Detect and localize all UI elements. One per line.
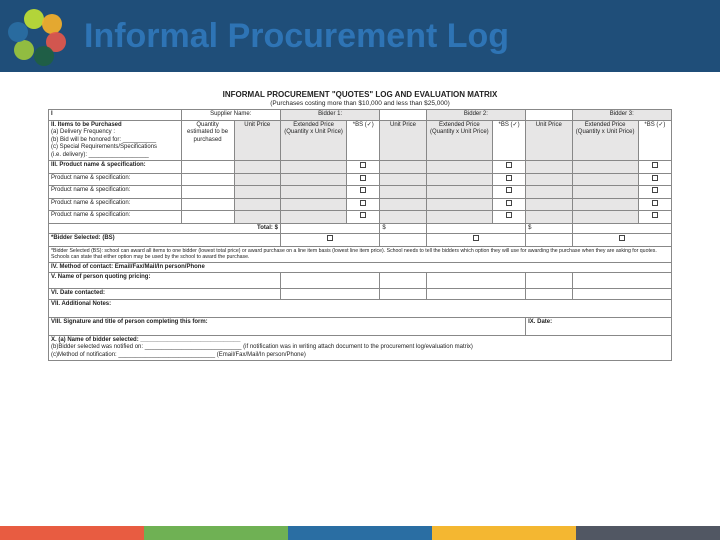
bidder-1: Bidder 1: (280, 110, 379, 121)
col-unit3: Unit Price (526, 120, 572, 161)
col-ext3: Extended Price (Quantity x Unit Price) (572, 120, 638, 161)
total-row: Total: $ $ $ (49, 223, 672, 234)
section-iv: IV. Method of contact: Email/Fax/Mail/In… (49, 262, 672, 273)
section-ii: II. Items to be Purchased (a) Delivery F… (49, 120, 182, 161)
main-table: I Supplier Name: Bidder 1: Bidder 2: Bid… (48, 109, 672, 361)
col-bs2: *BS (✓) (492, 120, 525, 161)
checkbox-icon (360, 200, 366, 206)
header-bar: Informal Procurement Log (0, 0, 720, 72)
checkbox-icon (360, 175, 366, 181)
footer-stripe (0, 526, 720, 540)
section-viii: VIII. Signature and title of person comp… (49, 317, 526, 335)
checkbox-icon (506, 187, 512, 193)
section-vi: VI. Date contacted: (49, 289, 281, 300)
checkbox-icon (360, 212, 366, 218)
checkbox-icon (506, 162, 512, 168)
bidder-3: Bidder 3: (572, 110, 672, 121)
table-row: Product name & specification: (49, 186, 672, 199)
page-title: Informal Procurement Log (84, 17, 509, 56)
checkbox-icon (506, 200, 512, 206)
col-ext2: Extended Price (Quantity x Unit Price) (426, 120, 492, 161)
col-qty: Quantity estimated to be purchased (181, 120, 234, 161)
bidder-2: Bidder 2: (426, 110, 525, 121)
section-v: V. Name of person quoting pricing: (49, 273, 281, 289)
checkbox-icon (652, 187, 658, 193)
document-area: INFORMAL PROCUREMENT "QUOTES" LOG AND EV… (0, 72, 720, 361)
bs-note: *Bidder Selected (BS): school can award … (49, 246, 672, 262)
section-ix: IX. Date: (526, 317, 672, 335)
bs-row: *Bidder Selected: (BS) (49, 234, 672, 247)
col-bs3: *BS (✓) (638, 120, 671, 161)
section-vii: VII. Additional Notes: (49, 299, 672, 317)
table-row: Product name & specification: (49, 173, 672, 186)
table-row: Product name & specification: (49, 211, 672, 224)
supplier-label: Supplier Name: (181, 110, 280, 121)
col-ext1: Extended Price (Quantity x Unit Price) (280, 120, 346, 161)
checkbox-icon (652, 162, 658, 168)
checkbox-icon (506, 175, 512, 181)
doc-subtitle: (Purchases costing more than $10,000 and… (48, 100, 672, 107)
row-i: I (49, 110, 182, 121)
section-x: X. (a) Name of bidder selected: ________… (49, 335, 672, 361)
col-bs1: *BS (✓) (347, 120, 380, 161)
checkbox-icon (327, 235, 333, 241)
checkbox-icon (473, 235, 479, 241)
checkbox-icon (652, 175, 658, 181)
checkbox-icon (506, 212, 512, 218)
checkbox-icon (360, 187, 366, 193)
checkbox-icon (652, 200, 658, 206)
col-unit2: Unit Price (380, 120, 426, 161)
logo (8, 6, 68, 66)
doc-title: INFORMAL PROCUREMENT "QUOTES" LOG AND EV… (48, 90, 672, 99)
col-unit1: Unit Price (234, 120, 280, 161)
checkbox-icon (619, 235, 625, 241)
checkbox-icon (360, 162, 366, 168)
row-iii: III. Product name & specification: (49, 161, 672, 174)
table-row: Product name & specification: (49, 198, 672, 211)
checkbox-icon (652, 212, 658, 218)
